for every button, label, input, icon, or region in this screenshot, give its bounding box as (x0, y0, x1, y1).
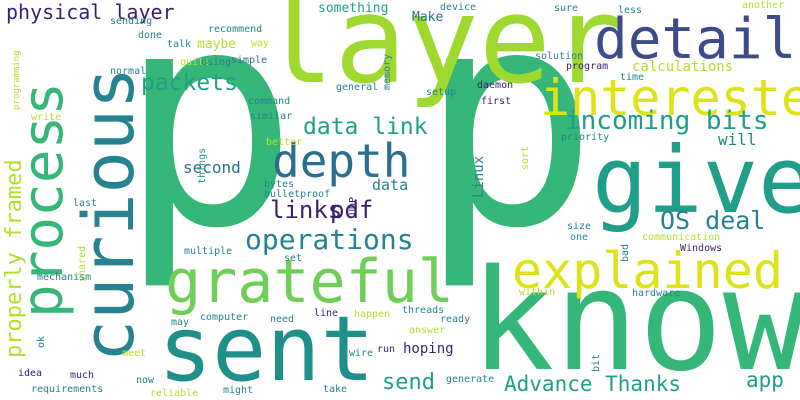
word-line: line (314, 308, 339, 319)
word-know: know (470, 240, 800, 400)
word-bulletproof: bulletproof (264, 189, 331, 200)
word-hardware: hardware (632, 288, 681, 299)
word-make: Make (412, 10, 444, 25)
word-sent: sent (158, 297, 375, 400)
word-calculations: calculations (632, 59, 734, 75)
word-will: will (718, 130, 757, 149)
word-program: program (566, 61, 609, 72)
word-app: app (746, 368, 784, 392)
word-answer: answer (409, 325, 446, 336)
word-idea: idea (18, 368, 43, 379)
word-sort: sort (520, 145, 531, 170)
word-p-2: p (418, 0, 599, 294)
word-programming: programming (12, 50, 22, 110)
word-size: size (567, 221, 592, 232)
word-quite: quite (180, 57, 211, 68)
word-advance-thanks: Advance Thanks (504, 372, 682, 396)
word-take: take (323, 384, 348, 395)
word-bad: bad (620, 243, 631, 262)
word-computer: computer (200, 312, 249, 323)
word-less: less (618, 5, 643, 16)
word-recommend: recommend (208, 24, 263, 35)
word-incoming-bits: incoming bits (565, 106, 769, 136)
word-solution: solution (535, 51, 584, 62)
word-send: send (382, 370, 435, 395)
word-data-link: data link (303, 114, 428, 140)
word-need: need (270, 314, 295, 325)
word-talk: talk (167, 39, 192, 50)
word-last: last (73, 198, 98, 209)
word-device: device (440, 2, 477, 13)
word-set: set (284, 253, 303, 264)
word-packets: packets (141, 70, 238, 96)
word-windows: Windows (680, 243, 723, 254)
word-second: second (183, 158, 241, 177)
word-wire: wire (349, 348, 374, 359)
word-using: using (201, 57, 232, 68)
word-time: time (620, 72, 645, 83)
word-daemon: daemon (477, 80, 514, 91)
word-another: another (742, 0, 785, 11)
word-links: links (270, 196, 343, 224)
word-layer: layer (262, 0, 624, 111)
word-might: might (223, 385, 254, 396)
word-better: better (266, 137, 303, 148)
word-communication: communication (642, 232, 721, 243)
word-pdf: pdf (330, 196, 374, 224)
word-ok: ok (36, 335, 47, 348)
word-reliable: reliable (150, 388, 199, 399)
word-udp: UDP (348, 196, 359, 215)
word-grateful: grateful (165, 247, 454, 317)
word-one: one (570, 232, 589, 243)
word-physical-layer: physical layer (6, 0, 175, 24)
word-data: data (372, 176, 409, 194)
word-mechanism: mechanism (37, 272, 92, 283)
word-ready: ready (440, 314, 471, 325)
word-meet: meet (122, 348, 147, 359)
word-multiple: multiple (184, 246, 233, 257)
word-curious: curious (68, 66, 150, 362)
word-sending: sending (110, 16, 153, 27)
word-operations: operations (245, 223, 414, 256)
word-setup: setup (426, 87, 457, 98)
word-bit: bit (591, 353, 602, 372)
word-generate: generate (446, 374, 495, 385)
word-normal: normal (110, 66, 147, 77)
word-simple: simple (231, 55, 268, 66)
word-memory: memory (382, 53, 393, 90)
word-done: done (138, 30, 163, 41)
word-sure: sure (554, 3, 579, 14)
word-depth: depth (272, 134, 411, 188)
word-priority: priority (561, 132, 610, 143)
word-command: command (248, 96, 291, 107)
word-linux: Linux (471, 155, 487, 198)
word-maybe: maybe (197, 37, 237, 52)
word-run: run (377, 344, 396, 355)
word-general: general (336, 82, 379, 93)
word-hoping: hoping (403, 341, 454, 357)
word-threads: threads (402, 305, 445, 316)
word-things: things (197, 147, 208, 184)
word-first: first (481, 96, 512, 107)
word-bytes: bytes (264, 179, 295, 190)
word-within: within (519, 287, 556, 298)
word-something: something (318, 1, 389, 16)
word-may: may (171, 317, 190, 328)
word-give: give (592, 127, 800, 234)
word-properly-framed: properly framed (2, 159, 27, 358)
word-write: write (31, 112, 62, 123)
word-detail: detail (594, 7, 797, 72)
word-way: way (251, 38, 270, 49)
word-similar: similar (250, 111, 293, 122)
word-os-deal: OS deal (660, 206, 766, 235)
word-p-1: p (118, 0, 299, 294)
word-requirements: requirements (31, 384, 104, 395)
word-interested: interested (540, 69, 800, 127)
word-explained: explained (512, 242, 783, 300)
word-happen: happen (354, 309, 391, 320)
word-much: much (70, 370, 95, 381)
word-now: now (136, 375, 155, 386)
